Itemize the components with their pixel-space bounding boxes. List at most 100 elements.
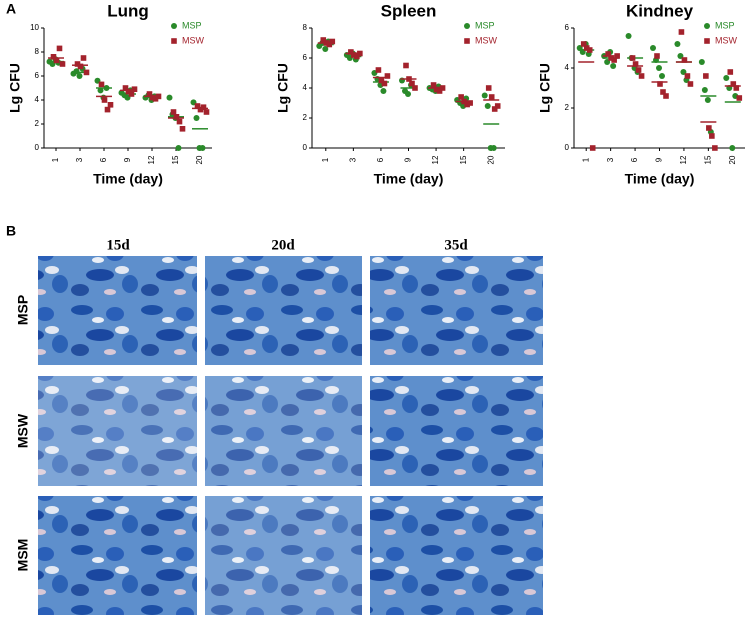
data-point: [464, 101, 470, 108]
data-point: [433, 86, 440, 93]
data-point: [635, 67, 642, 73]
x-tick-label: 1: [51, 157, 60, 162]
micrograph: [38, 376, 197, 486]
data-point: [83, 69, 90, 76]
data-point: [104, 106, 111, 113]
data-point: [488, 94, 495, 100]
data-point: [351, 52, 357, 58]
row-label: MSP: [15, 295, 31, 325]
x-tick-label: 12: [147, 155, 156, 164]
data-point: [663, 93, 669, 99]
data-point: [611, 57, 617, 63]
x-tick-label: 15: [171, 155, 180, 164]
x-tick-label: 3: [606, 157, 615, 162]
legend-label: MSP: [715, 20, 735, 30]
y-tick-label: 0: [35, 143, 40, 152]
y-tick-label: 4: [565, 63, 570, 72]
data-point: [199, 145, 206, 151]
data-point: [704, 97, 711, 103]
legend-label: MSW: [475, 35, 498, 45]
data-point: [152, 96, 159, 102]
micrograph: [370, 376, 543, 486]
data-point: [197, 106, 204, 113]
y-tick-label: 10: [30, 23, 39, 32]
data-point: [656, 65, 662, 71]
data-point: [657, 81, 663, 87]
column-header: 15d: [106, 237, 130, 253]
x-tick-label: 1: [321, 157, 330, 162]
data-point: [176, 118, 183, 125]
micrograph: [38, 256, 197, 365]
data-point: [589, 145, 596, 151]
data-point: [464, 38, 470, 44]
data-point: [348, 49, 354, 55]
data-point: [131, 86, 138, 92]
legend-label: MSW: [182, 35, 205, 45]
y-tick-label: 6: [303, 53, 308, 62]
data-point: [586, 47, 593, 53]
data-point: [678, 29, 685, 35]
data-point: [59, 61, 66, 67]
y-axis-label: Lg CFU: [537, 63, 553, 113]
data-point: [490, 145, 497, 151]
x-tick-label: 20: [195, 155, 204, 164]
data-point: [608, 55, 614, 61]
y-tick-label: 8: [35, 47, 40, 56]
data-point: [101, 97, 108, 103]
micrograph: [205, 256, 362, 365]
data-point: [733, 85, 740, 91]
data-point: [80, 55, 87, 61]
x-tick-label: 15: [703, 155, 712, 164]
micrograph: [205, 376, 362, 486]
data-point: [704, 23, 710, 29]
micrograph: [205, 496, 362, 615]
legend-label: MSP: [475, 20, 495, 30]
data-point: [128, 91, 135, 97]
legend-label: MSW: [715, 35, 738, 45]
data-point: [706, 125, 712, 131]
data-point: [729, 145, 736, 151]
data-point: [605, 51, 611, 57]
data-point: [173, 114, 180, 120]
micrograph: [38, 496, 197, 615]
data-point: [650, 45, 656, 51]
data-point: [712, 145, 718, 151]
chart-title: Spleen: [381, 1, 437, 20]
data-point: [193, 115, 200, 121]
data-point: [179, 126, 186, 132]
x-tick-label: 3: [348, 157, 357, 162]
data-point: [405, 91, 411, 97]
data-point: [50, 54, 57, 60]
x-tick-label: 9: [123, 157, 132, 162]
data-point: [583, 45, 590, 51]
data-point: [320, 37, 327, 43]
data-point: [412, 85, 418, 91]
x-tick-label: 12: [431, 155, 440, 164]
x-tick-label: 20: [486, 155, 495, 164]
y-tick-label: 2: [565, 103, 570, 112]
data-point: [674, 41, 681, 47]
data-point: [659, 73, 665, 79]
x-tick-label: 6: [630, 157, 639, 162]
legend-label: MSP: [182, 20, 202, 30]
data-point: [629, 55, 636, 61]
data-point: [484, 103, 491, 109]
data-point: [491, 106, 498, 112]
data-point: [380, 88, 387, 94]
micrographs: [38, 256, 543, 615]
row-label: MSW: [15, 413, 31, 448]
data-point: [194, 103, 201, 109]
data-point: [166, 94, 173, 101]
data-point: [701, 87, 708, 93]
data-point: [403, 62, 409, 69]
data-point: [149, 94, 156, 101]
x-tick-label: 12: [679, 155, 688, 164]
data-point: [322, 46, 329, 52]
y-tick-label: 4: [303, 83, 308, 92]
x-tick-label: 6: [376, 157, 385, 162]
data-point: [687, 81, 694, 87]
x-tick-label: 9: [655, 157, 664, 162]
x-axis-label: Time (day): [625, 171, 695, 187]
data-point: [703, 73, 709, 79]
y-tick-label: 4: [35, 95, 40, 104]
